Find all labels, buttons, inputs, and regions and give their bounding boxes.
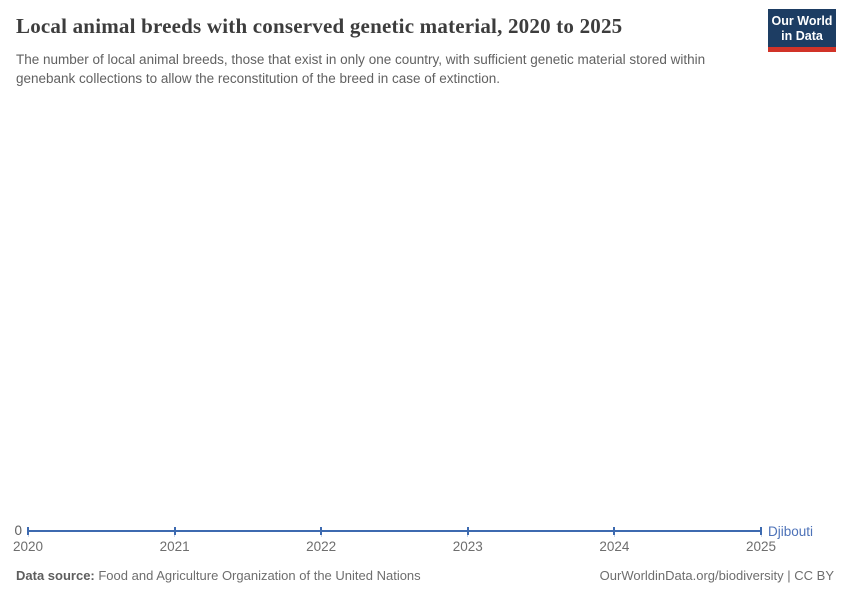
x-axis-tick	[760, 533, 762, 537]
owid-logo-line1: Our World	[771, 14, 833, 28]
x-axis-tick	[27, 533, 29, 537]
x-axis-tick-label: 2020	[12, 539, 44, 554]
x-axis-tick	[613, 533, 615, 537]
data-source-note: Data source: Food and Agriculture Organi…	[16, 568, 421, 583]
x-axis-tick-label: 2023	[452, 539, 483, 554]
credit-link[interactable]: OurWorldinData.org/biodiversity | CC BY	[599, 568, 834, 583]
x-axis-tick-label: 2021	[159, 539, 190, 554]
x-axis-tick	[467, 533, 469, 537]
data-source-text: Food and Agriculture Organization of the…	[94, 568, 421, 583]
x-axis-tick-label: 2024	[599, 539, 630, 554]
series-line	[28, 530, 761, 532]
data-point-marker	[173, 527, 176, 535]
chart-subtitle: The number of local animal breeds, those…	[16, 52, 706, 86]
x-axis-tick-label: 2022	[306, 539, 337, 554]
data-point-marker	[27, 527, 29, 535]
data-point-marker	[466, 527, 469, 535]
owid-logo-line2: in Data	[781, 29, 823, 43]
x-axis-tick	[174, 533, 176, 537]
data-point-marker	[320, 527, 323, 535]
x-axis-tick	[320, 533, 322, 537]
chart-title: Local animal breeds with conserved genet…	[16, 14, 623, 38]
y-axis-zero-label: 0	[14, 523, 22, 538]
data-point-marker	[613, 527, 616, 535]
owid-logo[interactable]: Our World in Data	[768, 9, 836, 52]
data-point-marker	[760, 527, 762, 535]
x-axis-tick-label: 2025	[745, 539, 777, 554]
entity-label[interactable]: Djibouti	[768, 524, 814, 539]
data-source-label: Data source:	[16, 568, 95, 583]
